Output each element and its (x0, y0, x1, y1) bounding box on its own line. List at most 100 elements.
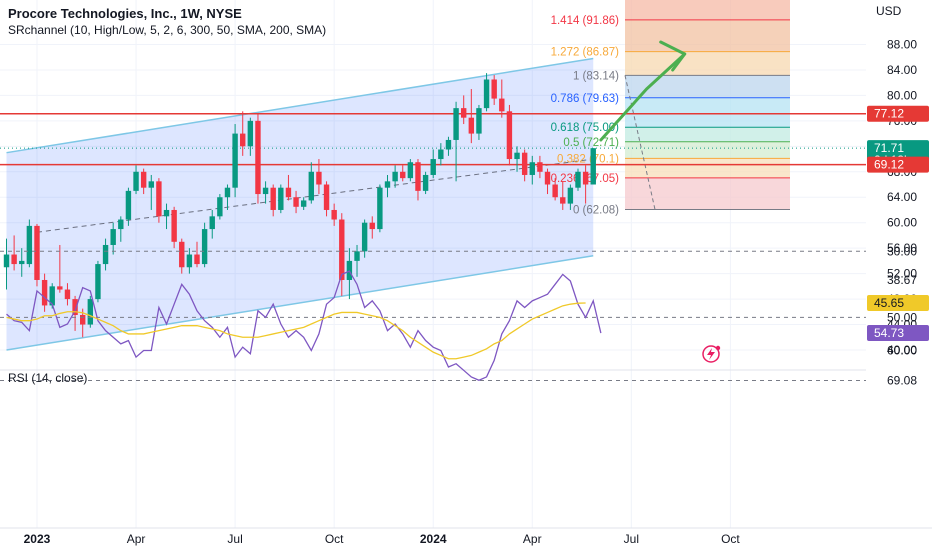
rsi-tick-label: 30.00 (887, 244, 917, 258)
candle-body (514, 152, 520, 160)
fib-level-label: 0.382 (70.1) (557, 153, 619, 165)
candle (400, 165, 406, 182)
indicator-title: SRchannel (10, High/Low, 5, 2, 6, 300, 5… (8, 23, 327, 37)
sr-price-badge: 77.12 (867, 105, 929, 122)
candle (3, 238, 10, 290)
candle (140, 168, 147, 195)
candle (125, 187, 132, 226)
candle-body (26, 225, 33, 265)
fib-level-label: 0.5 (72.71) (563, 137, 619, 149)
price-tick-label: 52.00 (887, 267, 917, 281)
candle-body (560, 197, 566, 204)
candle (377, 184, 383, 233)
candle (407, 159, 414, 182)
candle (422, 171, 429, 195)
candle-body (3, 254, 10, 268)
candle (179, 238, 185, 274)
candle-body (110, 229, 116, 245)
candle (41, 273, 48, 312)
candle-body (308, 171, 314, 201)
rsi-tick-label: 50.00 (887, 310, 917, 324)
candle (567, 184, 574, 210)
candle-body (49, 286, 55, 306)
rsi-series-line (6, 302, 586, 360)
fib-zone (625, 97, 790, 128)
candle (285, 174, 292, 201)
channel-lower-line (6, 255, 594, 351)
candle (369, 216, 375, 239)
candle-body (422, 174, 429, 191)
candle (582, 165, 589, 204)
fib-zone (625, 75, 790, 98)
time-tick-label: Oct (325, 532, 344, 546)
flash-icon (702, 345, 721, 363)
rsi-value-badge: 54.73 (867, 325, 929, 342)
candle (476, 104, 482, 140)
candle (331, 203, 337, 226)
candle (232, 124, 238, 198)
candle-body (445, 139, 452, 150)
candle (26, 219, 33, 268)
candle-body (95, 264, 101, 300)
fib-zone (625, 158, 790, 178)
axis-badge-text: 77.12 (874, 107, 904, 121)
candle-body (118, 219, 124, 230)
candle (384, 174, 391, 198)
fib-anchor-line (624, 75, 656, 210)
candle (468, 89, 475, 144)
fib-level-label: 0 (62.08) (573, 204, 619, 216)
candle (354, 244, 360, 277)
regression-channel (6, 58, 594, 350)
candle-body (262, 187, 269, 195)
candle (392, 165, 398, 188)
candle-body (278, 187, 284, 210)
time-tick-label: Oct (721, 532, 740, 546)
candle-body (582, 171, 589, 185)
channel-upper-line (6, 57, 594, 154)
candle-body (407, 162, 414, 179)
candle-body (247, 120, 254, 147)
candle (57, 244, 63, 293)
candle (445, 136, 452, 156)
candle-body (506, 111, 513, 160)
candle (483, 73, 490, 112)
candle-body (209, 216, 215, 230)
candle-body (552, 184, 558, 198)
symbol-title: Procore Technologies, Inc., 1W, NYSE (8, 6, 242, 21)
rsi-tick-label: 38.67 (887, 273, 917, 287)
candle (453, 101, 459, 182)
candle-body (293, 197, 299, 207)
sr-price-badge: 69.12 (867, 156, 929, 173)
price-tick-label: 88.00 (887, 37, 917, 51)
candle-body (57, 286, 63, 290)
candle (339, 213, 345, 296)
fib-level-label: 1 (83.14) (573, 70, 619, 82)
candle (95, 260, 101, 303)
candle (217, 194, 223, 220)
candle (201, 222, 208, 268)
candle (87, 295, 94, 328)
candle-body (179, 241, 185, 268)
price-tick-label: 40.00 (887, 343, 917, 357)
candle-body (567, 187, 574, 204)
candle-body (377, 187, 383, 230)
candle (72, 295, 78, 331)
candle-body (430, 159, 436, 175)
rsi-title: RSI (14, close) (8, 371, 88, 385)
fib-zone (625, 127, 790, 142)
fib-zone (625, 0, 790, 20)
candle-body (392, 171, 398, 182)
candle-body (87, 299, 94, 325)
candle-body (41, 279, 48, 306)
candle (247, 117, 254, 156)
fib-level-label: 1.272 (86.87) (551, 47, 620, 59)
candle-body (171, 209, 177, 242)
fib-zone (625, 177, 790, 210)
currency-label: USD (876, 4, 902, 18)
candle-body (499, 98, 505, 112)
candle (194, 241, 200, 268)
candle (499, 79, 505, 118)
rsi-tick-label: 69.08 (887, 374, 917, 388)
candle (529, 155, 535, 185)
